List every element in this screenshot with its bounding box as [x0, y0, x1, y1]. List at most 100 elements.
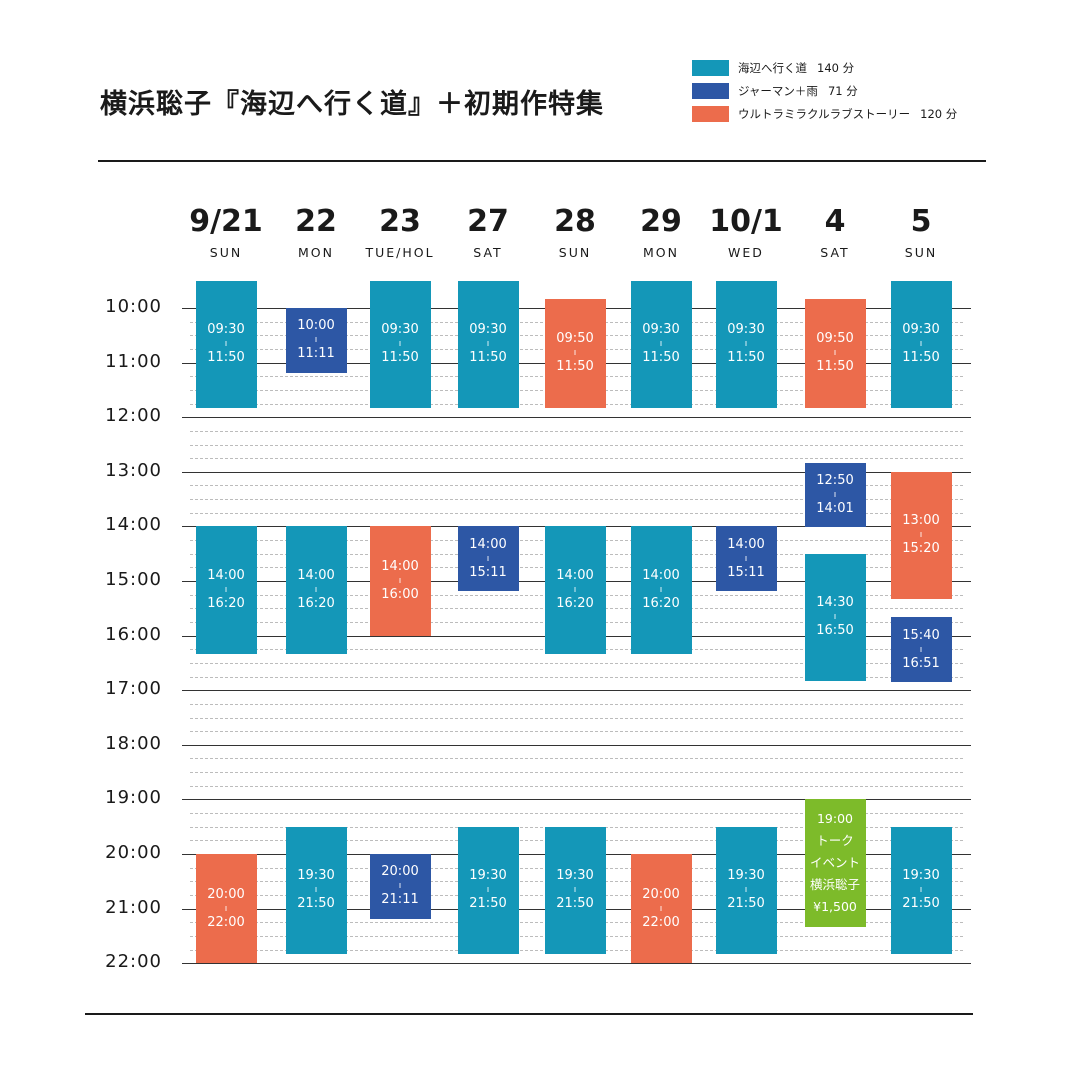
event-text: トーク	[816, 833, 854, 849]
hour-line	[182, 690, 971, 692]
day-date: 23	[379, 204, 421, 239]
end-time: 11:50	[816, 359, 854, 375]
quarter-line	[190, 499, 963, 501]
end-time: 11:50	[902, 350, 940, 366]
start-time: 09:50	[816, 331, 854, 347]
time-separator: ı	[833, 348, 837, 359]
time-label: 14:00	[105, 514, 162, 536]
time-label: 18:00	[105, 732, 162, 754]
day-date: 29	[640, 204, 682, 239]
end-time: 21:50	[469, 896, 507, 912]
time-label: 17:00	[105, 678, 162, 700]
time-separator: ı	[744, 553, 748, 564]
time-separator: ı	[919, 530, 923, 541]
day-date: 28	[554, 204, 596, 239]
end-time: 11:11	[297, 346, 335, 362]
quarter-line	[190, 813, 963, 815]
start-time: 09:30	[727, 322, 765, 338]
screening-block: 19:30 ı 21:50	[457, 826, 519, 955]
time-label: 12:00	[105, 405, 162, 427]
quarter-line	[190, 512, 963, 514]
screening-block: 09:30 ı 11:50	[195, 280, 257, 409]
screening-block: 09:30 ı 11:50	[715, 280, 777, 409]
end-time: 21:50	[727, 896, 765, 912]
screening-block: 19:30 ı 21:50	[890, 826, 952, 955]
screening-block: 09:30 ı 11:50	[457, 280, 519, 409]
hour-line	[182, 417, 971, 419]
end-time: 21:11	[381, 892, 419, 908]
legend-swatch-german	[692, 82, 729, 99]
time-label: 10:00	[105, 296, 162, 317]
start-time: 09:30	[469, 322, 507, 338]
start-time: 14:00	[381, 558, 419, 574]
day-date: 5	[910, 204, 932, 239]
start-time: 13:00	[902, 513, 940, 529]
end-time: 22:00	[207, 914, 245, 930]
quarter-line	[190, 758, 963, 760]
screening-block: 14:00 ı 15:11	[457, 526, 519, 591]
screening-block: 09:50 ı 11:50	[544, 298, 606, 409]
legend-item-ultra: ウルトラミラクルラブストーリー 120 分	[692, 104, 957, 123]
day-date: 4	[824, 204, 846, 239]
time-separator: ı	[659, 903, 663, 914]
start-time: 14:00	[727, 536, 765, 552]
time-label: 20:00	[105, 842, 162, 863]
day-weekday: TUE/HOL	[365, 245, 435, 260]
day-weekday: SUN	[558, 245, 592, 260]
time-label: 16:00	[105, 623, 162, 645]
legend-label-german: ジャーマン＋雨	[738, 83, 818, 98]
screening-block: 12:50 ı 14:01	[804, 462, 866, 528]
start-time: 09:30	[207, 322, 245, 338]
start-time: 09:30	[902, 322, 940, 338]
start-time: 14:00	[469, 536, 507, 552]
screening-block: 20:00 ı 22:00	[630, 854, 692, 964]
screening-block: 15:40 ı 16:51	[890, 617, 952, 682]
hour-line	[182, 799, 971, 801]
day-date: 27	[467, 204, 509, 239]
end-time: 15:11	[469, 564, 507, 580]
end-time: 21:50	[902, 896, 940, 912]
time-separator: ı	[398, 339, 402, 350]
screening-block: 14:00 ı 16:20	[630, 526, 692, 654]
start-time: 14:00	[642, 568, 680, 584]
quarter-line	[190, 430, 963, 432]
time-label: 21:00	[105, 896, 162, 918]
screening-block: 19:30 ı 21:50	[715, 826, 777, 955]
end-time: 11:50	[556, 359, 594, 375]
quarter-line	[190, 785, 963, 787]
screening-block: 14:00 ı 16:20	[544, 526, 606, 654]
screening-block: 20:00 ı 21:11	[369, 854, 431, 919]
start-time: 19:30	[727, 868, 765, 884]
start-time: 15:40	[902, 627, 940, 643]
legend-label-ultra: ウルトラミラクルラブストーリー	[738, 106, 911, 121]
time-separator: ı	[573, 348, 577, 359]
event-text: ¥1,500	[813, 899, 857, 915]
end-time: 21:50	[556, 896, 594, 912]
screening-block: 14:00 ı 15:11	[715, 526, 777, 591]
page-title: 横浜聡子『海辺へ行く道』＋初期作特集	[100, 89, 604, 120]
quarter-line	[190, 444, 963, 446]
quarter-line	[190, 703, 963, 705]
start-time: 09:50	[556, 331, 594, 347]
legend-label-umibe: 海辺へ行く道	[738, 60, 807, 75]
hour-line	[182, 963, 971, 965]
legend-swatch-ultra	[692, 105, 729, 122]
bottom-rule	[85, 1013, 973, 1015]
end-time: 16:00	[381, 586, 419, 602]
end-time: 16:20	[207, 596, 245, 612]
day-weekday: SUN	[904, 245, 938, 260]
start-time: 10:00	[297, 318, 335, 334]
day-weekday: WED	[728, 245, 764, 260]
time-separator: ı	[833, 489, 837, 500]
time-separator: ı	[919, 339, 923, 350]
time-separator: ı	[314, 585, 318, 596]
end-time: 22:00	[642, 914, 680, 930]
screening-block: 14:00 ı 16:20	[195, 526, 257, 654]
start-time: 14:00	[556, 568, 594, 584]
legend-swatch-umibe	[692, 59, 729, 76]
screening-block: 19:30 ı 21:50	[544, 826, 606, 955]
time-separator: ı	[486, 553, 490, 564]
time-label: 15:00	[105, 569, 162, 590]
start-time: 14:00	[297, 568, 335, 584]
time-label: 11:00	[105, 350, 162, 372]
